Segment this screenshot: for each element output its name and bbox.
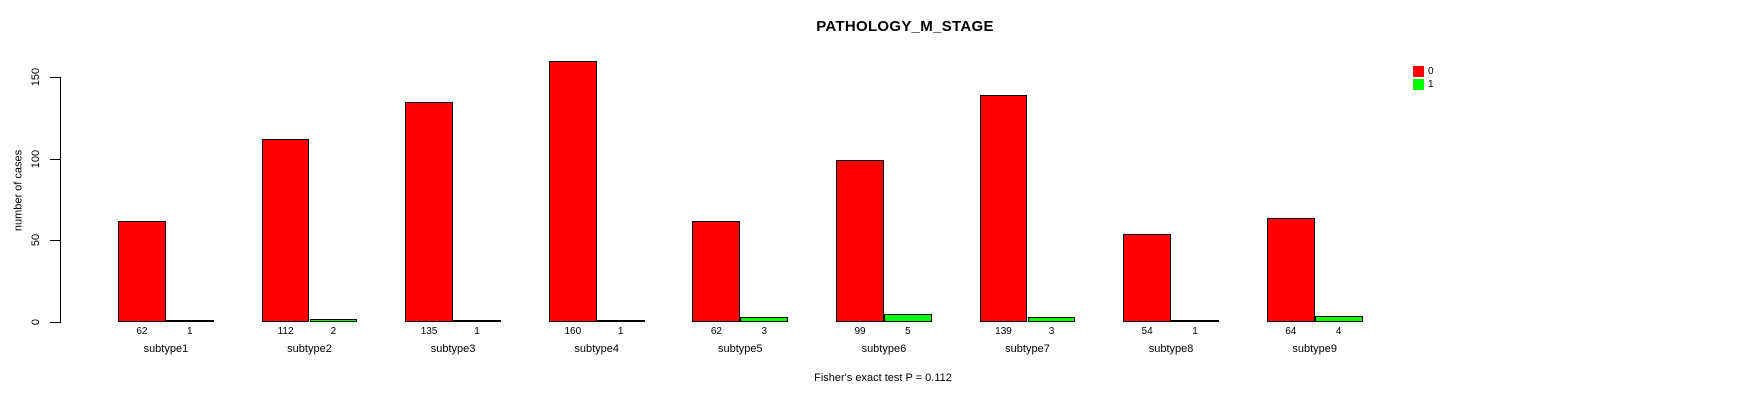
bar-subtype8-group1 — [1171, 320, 1219, 322]
bar-value-subtype6-group1: 5 — [905, 326, 911, 337]
y-axis-tick — [50, 240, 60, 241]
bar-value-subtype5-group0: 62 — [710, 326, 722, 337]
x-axis-category-label: subtype8 — [1148, 343, 1194, 355]
bar-value-subtype8-group0: 54 — [1141, 326, 1153, 337]
bar-subtype6-group0 — [836, 160, 884, 322]
y-axis-tick-label: 150 — [30, 67, 42, 87]
bar-subtype8-group0 — [1123, 233, 1172, 322]
legend-item: 0 — [1413, 66, 1434, 77]
bar-value-subtype4-group1: 1 — [617, 326, 624, 337]
bar-value-subtype1-group0: 62 — [136, 326, 148, 337]
x-axis-category-label: subtype7 — [1005, 343, 1050, 355]
legend-swatch-series0 — [1413, 66, 1424, 77]
y-axis-tick — [50, 77, 60, 78]
bar-value-subtype2-group1: 2 — [330, 326, 337, 337]
bar-value-subtype3-group1: 1 — [474, 326, 480, 337]
bar-value-subtype3-group0: 135 — [420, 326, 438, 337]
x-axis-category-label: subtype6 — [861, 343, 907, 355]
bar-subtype3-group1 — [453, 320, 501, 322]
legend-label-series1: 1 — [1428, 79, 1434, 90]
bar-value-subtype5-group1: 3 — [761, 326, 768, 337]
bar-subtype4-group1 — [596, 320, 645, 322]
x-axis-category-label: subtype9 — [1292, 343, 1338, 355]
legend-label-series0: 0 — [1428, 66, 1434, 77]
bar-subtype7-group1 — [1027, 317, 1076, 322]
bar-value-subtype9-group0: 64 — [1285, 326, 1297, 337]
bar-subtype2-group1 — [309, 318, 358, 322]
legend: 0 1 — [1413, 66, 1434, 92]
bar-subtype1-group1 — [165, 320, 214, 322]
legend-item: 1 — [1413, 79, 1434, 90]
bar-subtype5-group1 — [740, 317, 789, 322]
x-axis-category-label: subtype4 — [574, 343, 620, 355]
chart-title: PATHOLOGY_M_STAGE — [816, 18, 994, 35]
bar-subtype9-group1 — [1314, 315, 1363, 322]
bar-subtype2-group0 — [261, 139, 310, 322]
x-axis-category-label: subtype3 — [430, 343, 476, 355]
x-axis-category-label: subtype5 — [717, 343, 763, 355]
bar-value-subtype2-group0: 112 — [277, 326, 294, 337]
x-axis-category-label: subtype1 — [143, 343, 189, 355]
bar-subtype7-group0 — [979, 95, 1028, 322]
bar-value-subtype7-group0: 139 — [995, 326, 1012, 337]
bar-value-subtype6-group0: 99 — [854, 326, 866, 337]
bar-subtype3-group0 — [405, 101, 454, 322]
bar-subtype6-group1 — [883, 313, 932, 322]
legend-swatch-series1 — [1413, 79, 1424, 90]
bar-value-subtype8-group1: 1 — [1192, 326, 1198, 337]
y-axis-tick — [50, 159, 60, 160]
y-axis-line — [60, 77, 61, 323]
y-axis-tick — [50, 322, 60, 323]
bar-value-subtype4-group0: 160 — [564, 326, 582, 337]
y-axis-tick-label: 50 — [30, 233, 42, 247]
bar-subtype4-group0 — [548, 60, 597, 322]
bar-value-subtype7-group1: 3 — [1048, 326, 1055, 337]
x-axis-category-label: subtype2 — [287, 343, 332, 355]
bar-subtype1-group0 — [118, 220, 166, 322]
bar-subtype9-group0 — [1266, 217, 1315, 322]
y-axis-tick-label: 100 — [30, 149, 42, 169]
y-axis-title: number of cases — [12, 149, 25, 232]
y-axis-tick-label: 0 — [30, 318, 42, 326]
statistical-test-caption: Fisher's exact test P = 0.112 — [814, 372, 952, 384]
bar-subtype5-group0 — [692, 220, 741, 322]
bar-value-subtype9-group1: 4 — [1335, 326, 1342, 337]
bar-value-subtype1-group1: 1 — [187, 326, 193, 337]
